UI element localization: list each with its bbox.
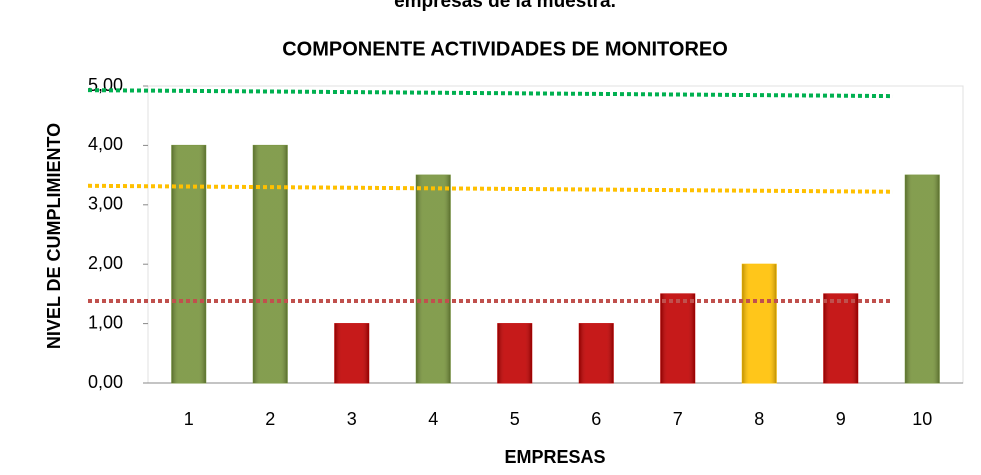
bar-shade xyxy=(660,293,695,383)
x-tick-label: 3 xyxy=(347,409,357,429)
bar-shade xyxy=(823,293,858,383)
chart-title: COMPONENTE ACTIVIDADES DE MONITOREO xyxy=(282,38,728,60)
bar-shade xyxy=(416,175,451,383)
x-tick-label: 7 xyxy=(673,409,683,429)
bar-shade xyxy=(253,145,288,383)
x-axis-label: EMPRESAS xyxy=(504,447,605,467)
bar-shade xyxy=(497,323,532,383)
x-tick-label: 5 xyxy=(510,409,520,429)
x-tick-label: 8 xyxy=(754,409,764,429)
bar-shade xyxy=(171,145,206,383)
bar-shade xyxy=(905,175,940,383)
y-tick-label: 3,00 xyxy=(88,194,123,214)
y-tick-label: 0,00 xyxy=(88,372,123,392)
y-axis-label: NIVEL DE CUMPLIMIENTO xyxy=(44,123,64,349)
x-tick-label: 6 xyxy=(591,409,601,429)
y-tick-label: 4,00 xyxy=(88,134,123,154)
y-tick-label: 1,00 xyxy=(88,312,123,332)
bar-shade xyxy=(742,264,777,383)
x-tick-label: 2 xyxy=(265,409,275,429)
reference-line xyxy=(87,88,894,99)
bar-shade xyxy=(334,323,369,383)
x-tick-label: 10 xyxy=(912,409,932,429)
x-tick-label: 4 xyxy=(428,409,438,429)
header: empresas de la muestra. xyxy=(394,0,616,12)
y-tick-label: 2,00 xyxy=(88,253,123,273)
bar-shade xyxy=(579,323,614,383)
reference-line xyxy=(87,183,894,194)
x-tick-label: 9 xyxy=(836,409,846,429)
x-tick-label: 1 xyxy=(184,409,194,429)
